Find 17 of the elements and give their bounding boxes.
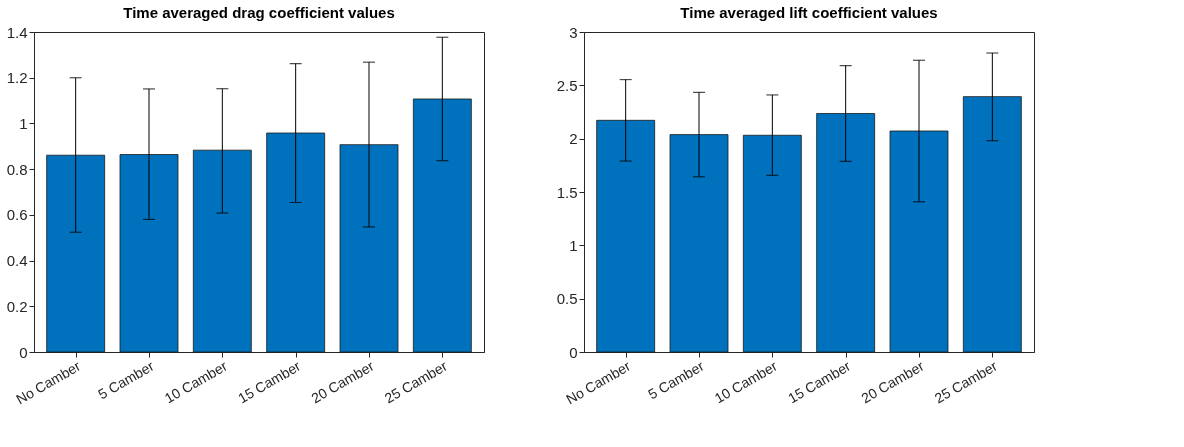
y-tick-label: 1.4 bbox=[6, 23, 28, 41]
y-tick-label: 3 bbox=[569, 23, 578, 41]
chart-title: Time averaged lift coefficient values bbox=[680, 4, 938, 21]
y-tick-label: 2.5 bbox=[556, 76, 578, 94]
y-tick-label: 0 bbox=[569, 343, 578, 361]
y-tick-label: 1 bbox=[569, 236, 578, 254]
y-tick-label: 1.5 bbox=[556, 183, 578, 201]
y-tick-label: 1 bbox=[19, 114, 28, 132]
y-tick-label: 2 bbox=[569, 130, 578, 148]
y-tick-label: 0.6 bbox=[6, 206, 28, 224]
y-tick-label: 1.2 bbox=[6, 69, 28, 87]
y-tick-label: 0.8 bbox=[6, 160, 28, 178]
y-tick-label: 0.5 bbox=[556, 290, 578, 308]
y-tick-label: 0.2 bbox=[6, 297, 28, 315]
y-tick-label: 0.4 bbox=[6, 252, 28, 270]
chart-title: Time averaged drag coefficient values bbox=[123, 4, 395, 21]
y-tick-label: 0 bbox=[19, 343, 28, 361]
